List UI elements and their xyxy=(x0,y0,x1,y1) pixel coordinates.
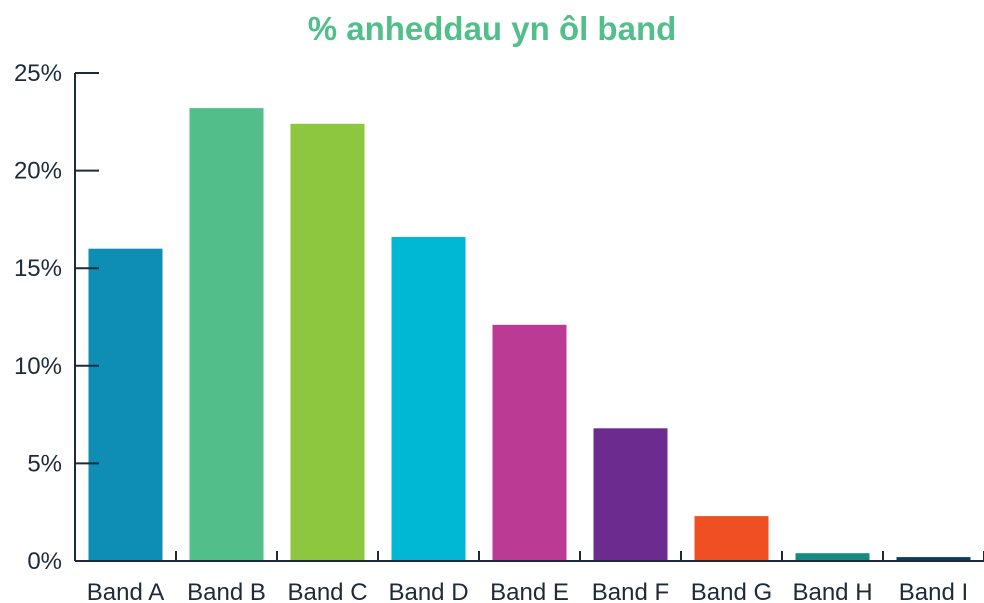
y-tick-label-0: 0% xyxy=(27,548,62,575)
x-tick-label-band-c: Band C xyxy=(287,579,367,603)
x-tick-label-band-b: Band B xyxy=(187,579,266,603)
x-ticks-layer: Band A Band B Band C Band D Band E Band F Band… xyxy=(87,551,984,603)
y-tick-label-20: 20% xyxy=(14,158,62,185)
axes-layer xyxy=(74,73,984,562)
chart-title: % anheddau yn ôl band xyxy=(307,10,677,47)
bar-band-b xyxy=(189,108,264,561)
bar-band-h xyxy=(795,553,870,561)
bar-band-f xyxy=(593,428,668,561)
x-tick-label-band-e: Band E xyxy=(490,579,569,603)
x-tick-label-band-a: Band A xyxy=(87,579,164,603)
bar-band-g xyxy=(694,516,769,561)
x-tick-label-band-g: Band G xyxy=(691,579,772,603)
y-tick-label-15: 15% xyxy=(14,255,62,282)
bar-band-d xyxy=(391,237,466,561)
y-tick-label-10: 10% xyxy=(14,353,62,380)
x-tick-label-band-d: Band D xyxy=(388,579,468,603)
x-tick-label-band-i: Band I xyxy=(899,579,968,603)
bar-band-i xyxy=(896,557,971,561)
y-tick-label-5: 5% xyxy=(27,450,62,477)
bar-band-e xyxy=(492,324,567,561)
y-tick-label-25: 25% xyxy=(14,60,62,87)
y-ticks-layer: 0% 5% 10% 15% 20% 25% xyxy=(14,60,99,575)
bars-layer xyxy=(88,108,971,562)
x-tick-label-band-f: Band F xyxy=(592,579,669,603)
bar-band-a xyxy=(88,248,163,561)
x-tick-label-band-h: Band H xyxy=(792,579,872,603)
bar-band-c xyxy=(290,123,365,562)
